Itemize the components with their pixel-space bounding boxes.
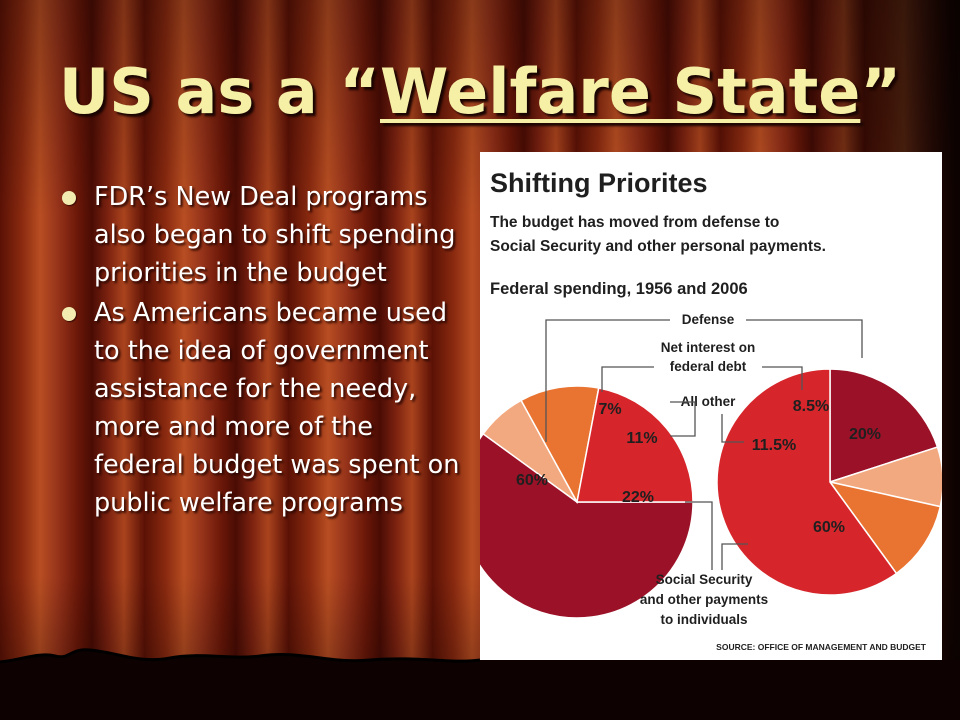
curtain-hem bbox=[0, 648, 960, 720]
chart-title: Shifting Priorites bbox=[490, 168, 708, 198]
category-label-net-interest: Net interest on bbox=[661, 340, 756, 355]
bullet-text: FDR’s New Deal programs also began to sh… bbox=[94, 182, 456, 288]
category-label-defense: Defense bbox=[682, 312, 735, 327]
chart-heading: Federal spending, 1956 and 2006 bbox=[490, 280, 748, 298]
bullet-list: FDR’s New Deal programs also began to sh… bbox=[62, 178, 467, 524]
chart-subtitle-line: Social Security and other personal payme… bbox=[490, 238, 826, 255]
data-label-1956: 60% bbox=[516, 472, 548, 489]
leader-line-defense bbox=[545, 319, 670, 442]
bullet-dot-icon bbox=[62, 307, 76, 321]
bullet-text: As Americans became used to the idea of … bbox=[94, 298, 460, 518]
leader-line-social-security bbox=[685, 501, 713, 570]
data-label-1956: 22% bbox=[622, 489, 654, 506]
pie-slice-1956-0 bbox=[480, 432, 694, 619]
pie-chart-figure: Shifting Priorites The budget has moved f… bbox=[480, 168, 942, 652]
data-label-2006: 20% bbox=[849, 426, 881, 443]
data-label-2006: 60% bbox=[813, 519, 845, 536]
bullet-item: As Americans became used to the idea of … bbox=[62, 294, 467, 522]
chart-subtitle-line: The budget has moved from defense to bbox=[490, 214, 779, 231]
category-label-social-security: and other payments bbox=[640, 592, 768, 607]
data-label-2006: 11.5% bbox=[752, 437, 796, 454]
pie-slice-2006-0 bbox=[829, 368, 939, 484]
leader-line-net-interest bbox=[601, 366, 654, 392]
category-label-net-interest: federal debt bbox=[670, 359, 747, 374]
leader-line-defense bbox=[746, 319, 863, 358]
pie-slice-1956-2 bbox=[520, 385, 600, 505]
slide-title: US as a “Welfare State” bbox=[0, 52, 960, 132]
pie-slice-2006-2 bbox=[828, 480, 942, 575]
bullet-dot-icon bbox=[62, 191, 76, 205]
data-label-2006: 8.5% bbox=[793, 398, 829, 415]
data-label-1956: 11% bbox=[626, 430, 657, 447]
title-emphasis: Welfare State bbox=[380, 55, 861, 128]
chart-source: SOURCE: OFFICE OF MANAGEMENT AND BUDGET bbox=[716, 642, 927, 652]
category-label-social-security: to individuals bbox=[660, 612, 747, 627]
data-label-1956: 7% bbox=[598, 401, 621, 418]
title-suffix: ” bbox=[860, 55, 902, 128]
category-label-social-security: Social Security bbox=[656, 572, 753, 587]
leader-line-social-security bbox=[721, 543, 748, 570]
leader-line-net-interest bbox=[762, 366, 803, 390]
bullet-item: FDR’s New Deal programs also began to sh… bbox=[62, 178, 467, 292]
chart-card: Shifting Priorites The budget has moved f… bbox=[480, 152, 942, 660]
leader-line-all-other bbox=[670, 401, 696, 437]
pie-slice-2006-3 bbox=[716, 368, 898, 596]
leader-line-all-other bbox=[721, 414, 744, 443]
pie-slice-1956-3 bbox=[576, 387, 694, 503]
title-prefix: US as a “ bbox=[58, 55, 380, 128]
